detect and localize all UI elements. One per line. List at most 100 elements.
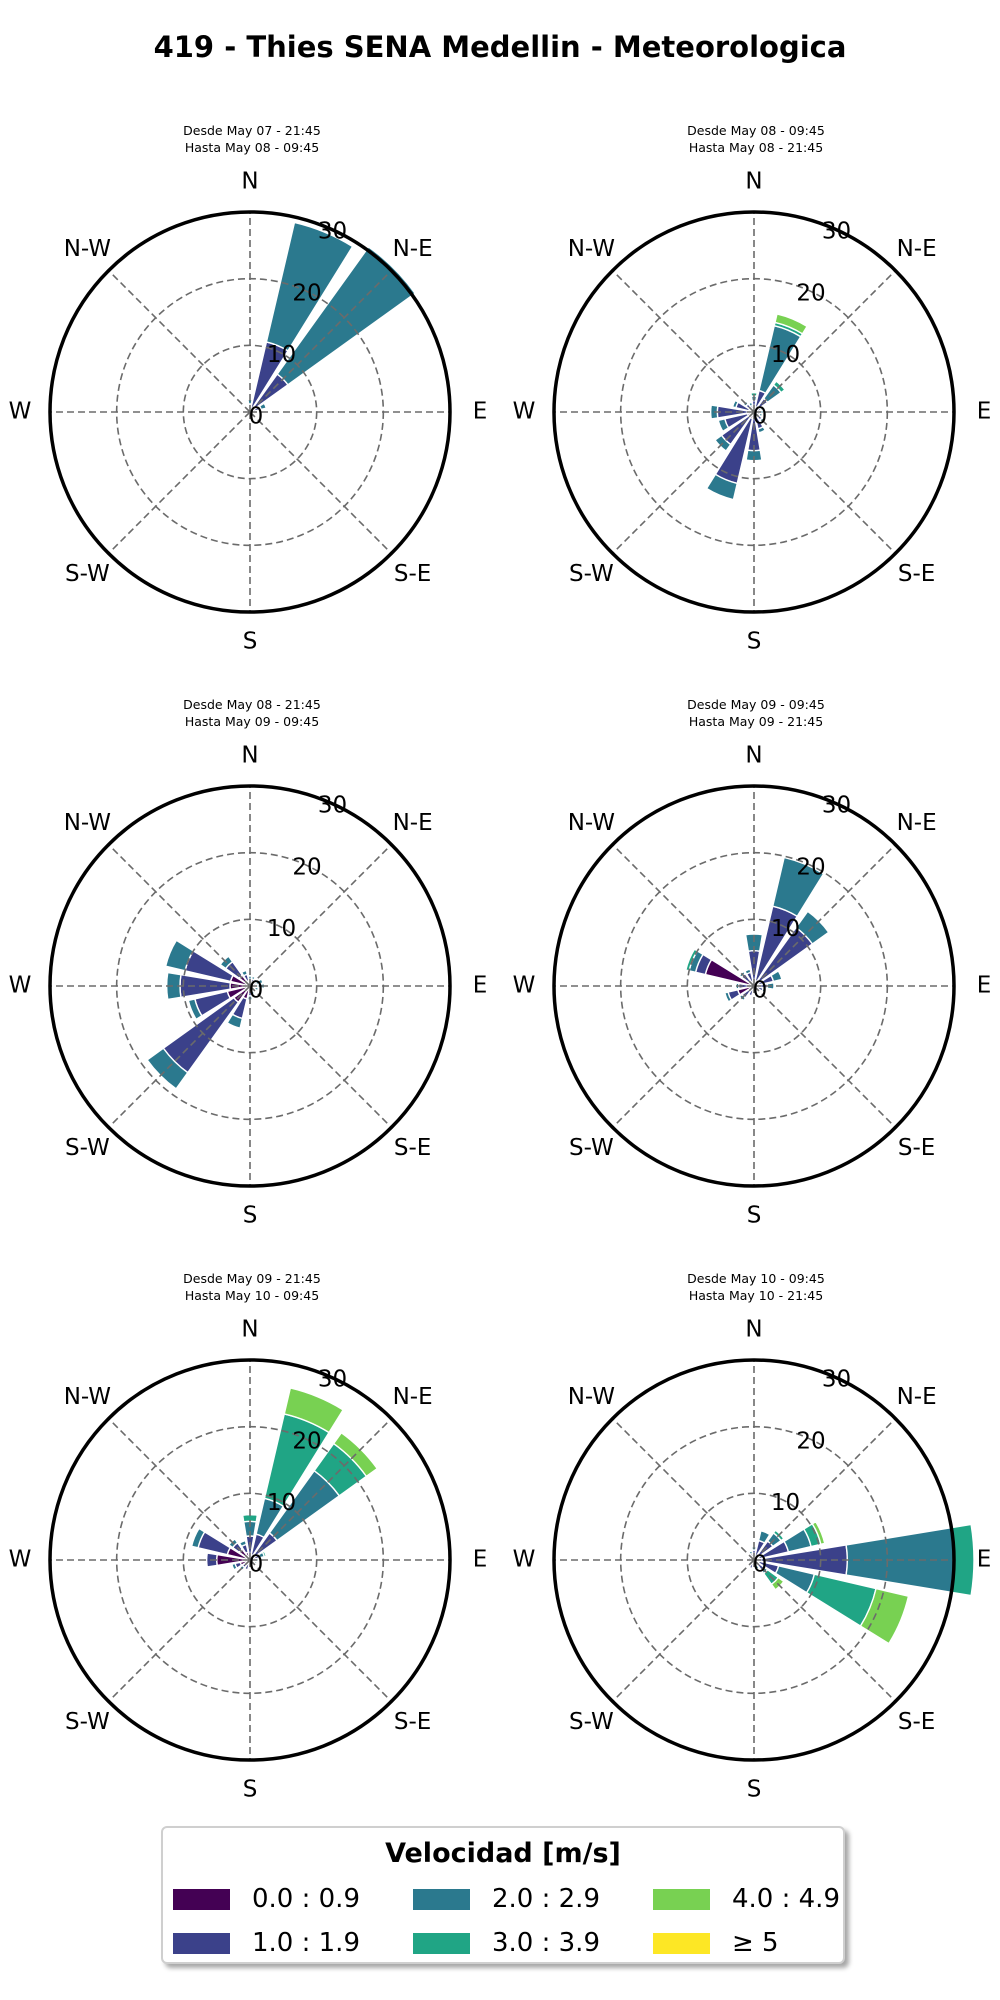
radial-tick-label: 30	[822, 793, 851, 819]
grid-spoke	[108, 1559, 251, 1702]
panel-subtitle: Desde May 09 - 09:45 Hasta May 09 - 21:4…	[576, 696, 936, 730]
direction-label: N	[745, 1317, 762, 1343]
subtitle-hasta: Hasta May 08 - 21:45	[688, 140, 824, 155]
direction-sector	[249, 1387, 345, 1561]
legend-label: ≥ 5	[732, 1928, 779, 1958]
grid-spoke	[249, 270, 392, 413]
direction-label: E	[473, 399, 488, 425]
radial-tick-label: 30	[318, 793, 347, 819]
radial-tick-label: 0	[249, 1552, 264, 1578]
bar-segment	[283, 1387, 345, 1434]
grid-spoke	[753, 844, 896, 987]
subtitle-desde: Desde May 09 - 21:45	[183, 1271, 321, 1286]
grid-spoke	[108, 411, 251, 554]
grid-spoke	[753, 411, 896, 554]
direction-label: N	[745, 743, 762, 769]
direction-label: S	[747, 1203, 762, 1229]
bar-segment	[241, 1513, 259, 1523]
direction-label: W	[513, 1547, 536, 1573]
direction-label: S-W	[65, 1709, 110, 1735]
direction-sector	[226, 985, 251, 1030]
legend-label: 4.0 : 4.9	[732, 1884, 840, 1914]
bar-segment	[754, 1564, 760, 1570]
direction-sector	[753, 856, 825, 987]
legend-swatch	[653, 1932, 710, 1954]
outer-circle	[552, 210, 956, 614]
direction-label: W	[513, 973, 536, 999]
bar-segment	[165, 971, 182, 1001]
radial-tick-label: 10	[267, 342, 296, 368]
windrose-chart: 0 10 20 30 N N-E E S-E S S-W W N-W	[513, 169, 992, 655]
direction-sector	[744, 933, 764, 987]
direction-label: N	[241, 169, 258, 195]
direction-label: S-E	[394, 1135, 431, 1161]
bar-segment	[238, 1539, 248, 1548]
legend-swatch	[173, 1932, 230, 1954]
direction-label: N-W	[64, 1384, 111, 1410]
direction-label: S-W	[569, 1709, 614, 1735]
radial-tick-label: 20	[292, 854, 321, 880]
direction-label: S-E	[394, 1709, 431, 1735]
windrose-chart: 0 10 20 30 N N-E E S-E S S-W W N-W	[9, 1317, 488, 1803]
legend-item: ≥ 5	[653, 1926, 779, 1960]
bar-segment	[859, 1587, 910, 1645]
grid-spoke	[108, 844, 251, 987]
windrose-bars	[146, 939, 266, 1090]
bar-segment	[774, 313, 809, 335]
legend-label: 2.0 : 2.9	[492, 1884, 600, 1914]
subtitle-hasta: Hasta May 08 - 09:45	[184, 140, 320, 155]
bar-segment	[190, 1527, 206, 1549]
bar-segment	[731, 399, 740, 409]
direction-label: S-W	[65, 561, 110, 587]
outer-circle	[552, 1358, 956, 1762]
legend-label: 0.0 : 0.9	[252, 1884, 360, 1914]
windrose-chart: 0 10 20 30 N N-E E S-E S S-W W N-W	[513, 1317, 992, 1803]
direction-label: S-E	[394, 561, 431, 587]
panel-subtitle: Desde May 09 - 21:45 Hasta May 10 - 09:4…	[72, 1270, 432, 1304]
radial-tick-label: 20	[796, 1428, 825, 1454]
bar-segment	[748, 1550, 754, 1556]
radial-tick-label: 10	[267, 916, 296, 942]
radial-tick-label: 30	[822, 219, 851, 245]
bar-segment	[240, 969, 249, 977]
direction-label: S	[747, 1777, 762, 1803]
windrose-bars	[685, 856, 830, 1003]
direction-label: S	[243, 629, 258, 655]
direction-label: S	[747, 629, 762, 655]
grid-spoke	[249, 844, 392, 987]
direction-label: N-E	[897, 810, 937, 836]
bar-segment	[187, 998, 203, 1021]
grid-spoke	[249, 985, 392, 1128]
radial-tick-label: 20	[292, 280, 321, 306]
bar-segment	[253, 1560, 258, 1565]
panel-subtitle: Desde May 08 - 09:45 Hasta May 08 - 21:4…	[576, 122, 936, 156]
grid-spoke	[612, 1559, 755, 1702]
subtitle-hasta: Hasta May 10 - 21:45	[688, 1288, 824, 1303]
bar-segment	[759, 409, 765, 415]
outer-circle	[48, 210, 452, 614]
subtitle-desde: Desde May 08 - 09:45	[687, 123, 825, 138]
direction-label: S-E	[898, 561, 935, 587]
grid-spoke	[612, 411, 755, 554]
grid-spoke	[753, 1418, 896, 1561]
subtitle-desde: Desde May 10 - 09:45	[687, 1271, 825, 1286]
radial-tick-label: 30	[822, 1367, 851, 1393]
bar-segment	[811, 1520, 826, 1546]
direction-label: S	[243, 1203, 258, 1229]
grid-spoke	[753, 985, 896, 1128]
direction-label: N-E	[393, 810, 433, 836]
windrose-bars	[747, 1520, 975, 1645]
radial-tick-label: 0	[249, 404, 264, 430]
legend-item: 3.0 : 3.9	[413, 1926, 600, 1960]
grid-spoke	[108, 1418, 251, 1561]
grid-spoke	[108, 985, 251, 1128]
grid-spoke	[753, 1559, 896, 1702]
bar-segment	[265, 221, 354, 352]
direction-label: E	[473, 973, 488, 999]
direction-label: N	[745, 169, 762, 195]
subtitle-desde: Desde May 07 - 21:45	[183, 123, 321, 138]
radial-tick-label: 0	[753, 404, 768, 430]
subtitle-hasta: Hasta May 09 - 09:45	[184, 714, 320, 729]
grid-spoke	[249, 1418, 392, 1561]
